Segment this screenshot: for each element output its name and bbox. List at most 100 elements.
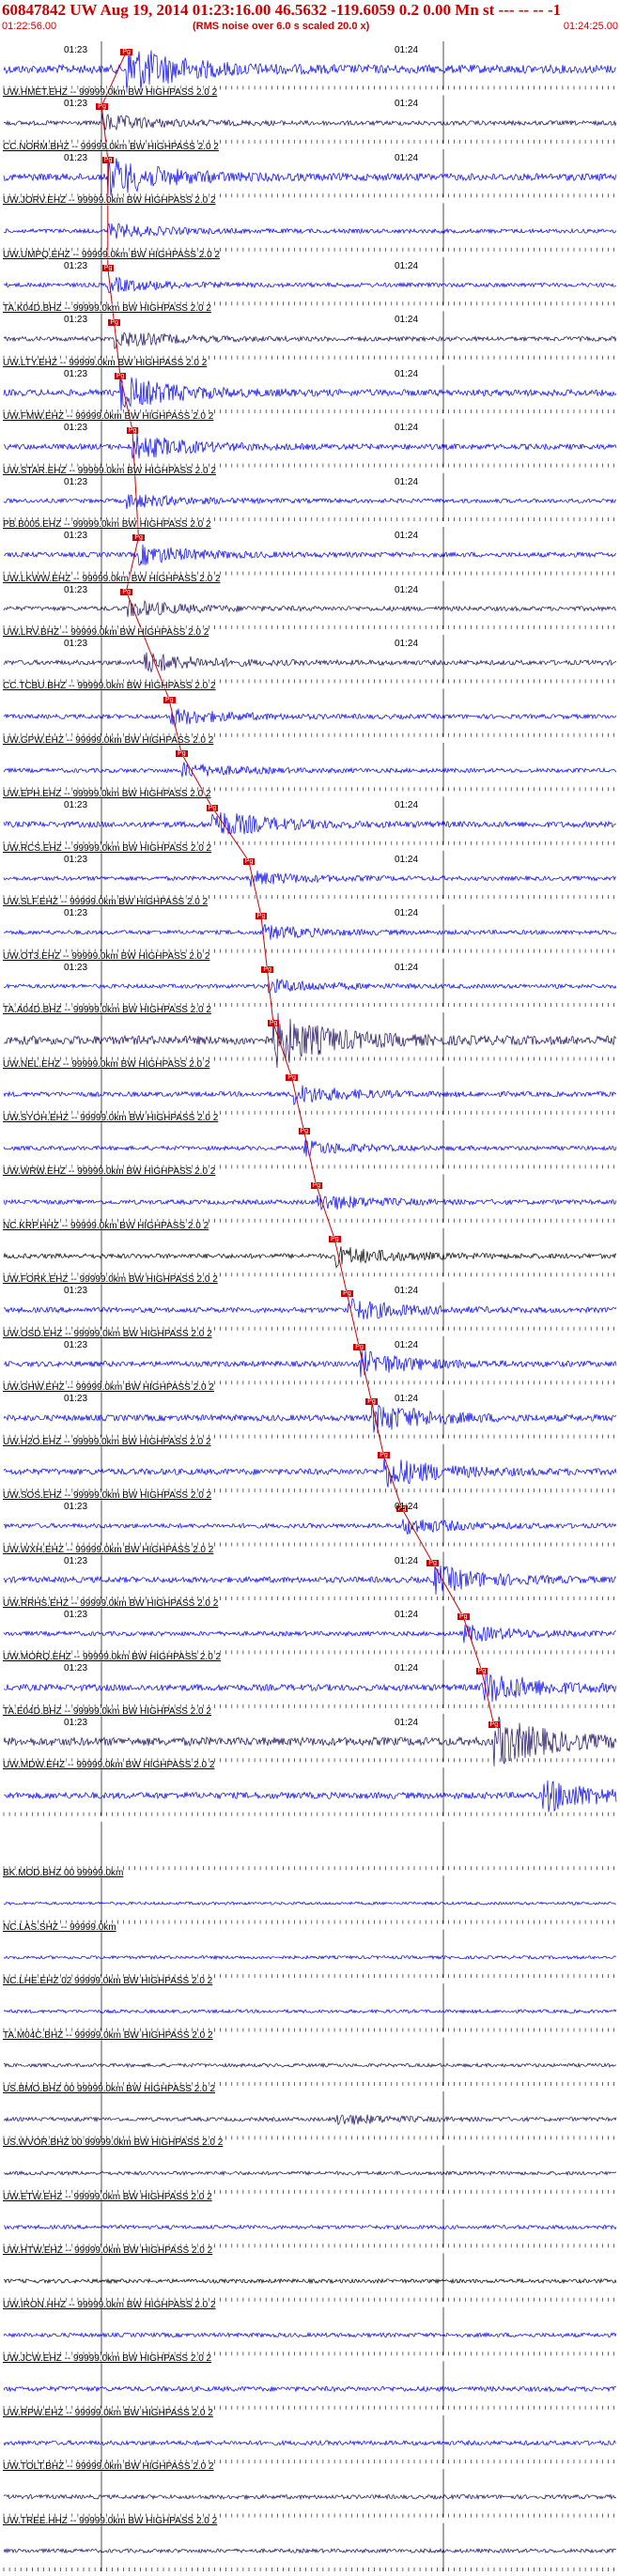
time-axis — [3, 1974, 614, 1979]
phase-pick-label: Pg — [341, 1289, 353, 1297]
waveform-trace — [3, 376, 617, 411]
waveform-trace — [3, 652, 617, 673]
station-label: UW.JORV.EHZ -- 99999.0km BW HIGHPASS 2.0… — [3, 195, 216, 207]
time-axis — [3, 1758, 614, 1763]
time-axis — [3, 841, 614, 845]
phase-pick-label: Pg — [176, 750, 188, 758]
minute-time-label: 01:24 — [395, 908, 419, 919]
time-axis — [3, 2297, 614, 2302]
time-axis — [3, 85, 614, 90]
station-label: UW.OSD.EHZ -- 99999.0km BW HIGHPASS 2.0 … — [3, 1328, 212, 1339]
station-label: CC.TCBU.BHZ -- 99999.0km BW HIGHPASS 2.0… — [3, 681, 216, 692]
event-title: 60847842 UW Aug 19, 2014 01:23:16.00 46.… — [2, 1, 562, 19]
phase-pick-label: Pg — [475, 1667, 488, 1674]
time-axis — [3, 1812, 614, 1816]
minute-time-label: 01:23 — [64, 1502, 88, 1513]
end-time: 01:24:25.00 — [563, 21, 618, 32]
time-axis — [3, 733, 614, 737]
time-axis — [3, 1110, 614, 1115]
minute-time-label: 01:24 — [395, 260, 419, 271]
phase-pick-label: Pg — [255, 912, 268, 919]
minute-time-label: 01:24 — [395, 423, 419, 434]
waveform-trace — [3, 1350, 617, 1378]
minute-time-label: 01:23 — [64, 1555, 88, 1566]
minute-time-label: 01:23 — [64, 423, 88, 434]
waveform-trace — [3, 1954, 617, 1961]
minute-time-label: 01:24 — [395, 1663, 419, 1674]
minute-time-label: 01:23 — [64, 1339, 88, 1350]
time-axis — [3, 1866, 614, 1871]
minute-time-label: 01:24 — [395, 1339, 419, 1350]
station-label: TA.A04D.BHZ -- 99999.0km BW HIGHPASS 2.0… — [3, 1005, 211, 1015]
minute-time-label: 01:24 — [395, 962, 419, 973]
minute-time-label: 01:23 — [64, 1663, 88, 1674]
minute-time-label: 01:23 — [64, 368, 88, 379]
phase-pick-label: Pg — [120, 49, 132, 56]
waveform-trace — [3, 49, 617, 93]
phase-pick-label: Pg — [353, 1344, 365, 1351]
station-label: UW.SOS.EHZ -- 99999.0km BW HIGHPASS 2.0 … — [3, 1490, 212, 1502]
station-label: UW.RCS.EHZ -- 99999.0km BW HIGHPASS 2.0 … — [3, 842, 212, 854]
time-axis — [3, 463, 614, 468]
waveform-trace — [3, 2439, 617, 2446]
station-label: UW.GPW.EHZ -- 99999.0km BW HIGHPASS 2.0 … — [3, 734, 214, 746]
phase-pick-label: Pg — [132, 534, 145, 542]
waveform-trace — [3, 2384, 617, 2393]
waveform-trace — [3, 1139, 617, 1157]
station-label: UW.WRW.EHZ -- 99999.0km BW HIGHPASS 2.0 … — [3, 1166, 216, 1178]
phase-pick-label: Pg — [298, 1128, 311, 1135]
phase-pick-label: Pg — [426, 1559, 439, 1566]
minute-time-label: 01:24 — [395, 315, 419, 326]
time-axis — [3, 895, 614, 900]
time-axis — [3, 2460, 614, 2464]
minute-time-label: 01:24 — [395, 476, 419, 487]
minute-time-label: 01:23 — [64, 854, 88, 865]
station-label: NC.KRP.HHZ -- 99999.0km BW HIGHPASS 2.0 … — [3, 1220, 209, 1231]
waveform-trace — [4, 2114, 617, 2126]
phase-pick-label: Pg — [101, 265, 115, 272]
time-axis — [3, 571, 614, 576]
station-label: BK.MOD.BHZ 00 99999.0km — [3, 1868, 124, 1879]
waveform-trace — [3, 979, 617, 994]
minute-time-label: 01:24 — [395, 368, 419, 379]
station-label: TA.E04D.BHZ -- 99999.0km BW HIGHPASS 2.0… — [3, 1705, 211, 1717]
minute-time-label: 01:24 — [395, 1394, 419, 1405]
minute-time-label: 01:23 — [64, 584, 88, 595]
start-time: 01:22:56.00 — [2, 21, 57, 32]
phase-pick-label: Pg — [267, 1020, 280, 1027]
station-label: UW.MORQ.EHZ -- 99999.0km BW HIGHPASS 2.0… — [3, 1652, 222, 1663]
station-label: UW.H2O.EHZ -- 99999.0km BW HIGHPASS 2.0 … — [3, 1436, 211, 1447]
minute-time-label: 01:23 — [64, 260, 88, 271]
time-axis — [3, 1542, 614, 1547]
waveform-trace — [3, 1716, 617, 1766]
minute-time-label: 01:23 — [64, 908, 88, 919]
minute-time-label: 01:24 — [395, 152, 419, 163]
waveform-trace — [3, 2277, 617, 2285]
time-axis — [3, 2136, 614, 2140]
phase-pick-label: Pg — [163, 696, 176, 703]
station-label: UW.TOLT.BHZ -- 99999.0km BW HIGHPASS 2.0… — [3, 2461, 214, 2473]
minute-time-label: 01:23 — [64, 531, 88, 541]
time-axis — [3, 409, 614, 414]
minute-time-label: 01:24 — [395, 800, 419, 811]
minute-time-label: 01:23 — [64, 962, 88, 973]
time-axis — [3, 949, 614, 953]
waveform-trace — [3, 2062, 617, 2069]
minute-time-label: 01:23 — [64, 45, 88, 55]
time-axis — [3, 1489, 614, 1493]
waveform-trace — [3, 1298, 617, 1319]
station-label: UW.LTY.EHZ -- 99999.0km BW HIGHPASS 2.0 … — [3, 357, 208, 368]
time-axis — [3, 625, 614, 629]
station-label: NC.LHE.EHZ 02 99999.0km BW HIGHPASS 2.0 … — [3, 1976, 213, 1987]
time-axis — [3, 2513, 614, 2518]
minute-time-label: 01:24 — [395, 1717, 419, 1728]
time-axis — [3, 517, 614, 521]
station-label: UW.SYOH.EHZ -- 99999.0km BW HIGHPASS 2.0… — [3, 1112, 219, 1123]
phase-pick-label: Pg — [378, 1452, 390, 1458]
phase-pick-label: Pg — [108, 318, 120, 326]
phase-pick-label: Pg — [286, 1073, 298, 1081]
time-axis — [3, 2189, 614, 2194]
minute-time-label: 01:23 — [64, 152, 88, 163]
station-label: UW.NEL.EHZ -- 99999.0km BW HIGHPASS 2.0 … — [3, 1058, 210, 1070]
minute-time-label: 01:23 — [64, 476, 88, 487]
